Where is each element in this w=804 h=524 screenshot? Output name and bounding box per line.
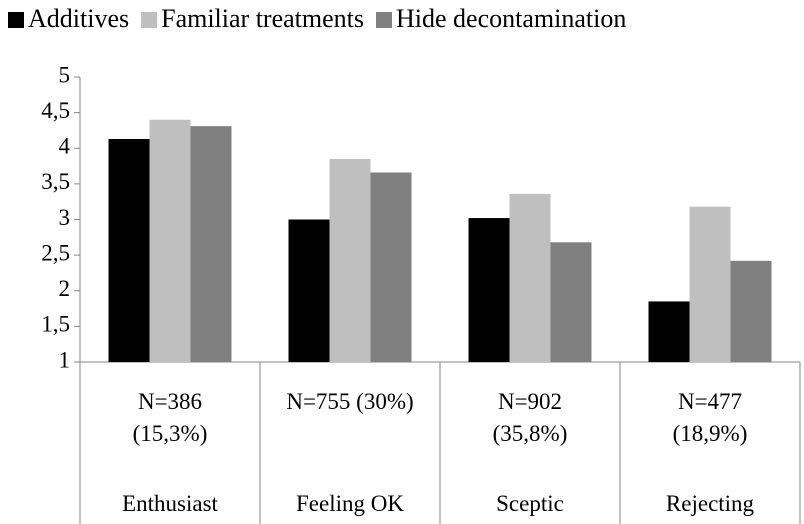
y-tick-label: 1 [59, 347, 71, 372]
category-sublabel: N=477 (18,9%) [672, 389, 748, 446]
legend-swatch [141, 12, 158, 28]
legend-label: Familiar treatments [161, 4, 364, 33]
legend-label: Additives [28, 4, 129, 33]
bar [468, 218, 510, 362]
bar [370, 172, 412, 362]
y-tick-label: 4 [59, 134, 71, 159]
bar [149, 119, 191, 362]
y-tick-label: 2 [59, 276, 71, 301]
category-sublabel: N=386 (15,3%) [132, 389, 208, 446]
bar [190, 126, 232, 362]
y-tick-label: 1,5 [41, 312, 70, 337]
bar [509, 193, 551, 362]
y-tick-label: 4,5 [41, 98, 70, 123]
legend-swatch [8, 12, 24, 28]
bar [108, 138, 150, 362]
legend-swatch [376, 12, 392, 28]
y-tick-label: 2,5 [41, 240, 70, 265]
category-sublabel: N=902 (35,8%) [492, 389, 568, 446]
bar [648, 301, 690, 362]
bar [550, 242, 592, 362]
bar [689, 206, 731, 362]
category-sublabel: N=755 (30%) [286, 389, 414, 414]
category-label: Sceptic [496, 491, 564, 516]
legend-label: Hide decontamination [396, 4, 626, 33]
category-label: Feeling OK [296, 491, 404, 516]
bar [288, 219, 330, 362]
y-tick-label: 3 [59, 205, 71, 230]
bar [730, 260, 772, 362]
category-label: Enthusiast [122, 491, 218, 516]
y-tick-label: 3,5 [41, 169, 70, 194]
bar [329, 158, 371, 362]
category-label: Rejecting [665, 491, 755, 516]
y-tick-label: 5 [59, 62, 71, 87]
